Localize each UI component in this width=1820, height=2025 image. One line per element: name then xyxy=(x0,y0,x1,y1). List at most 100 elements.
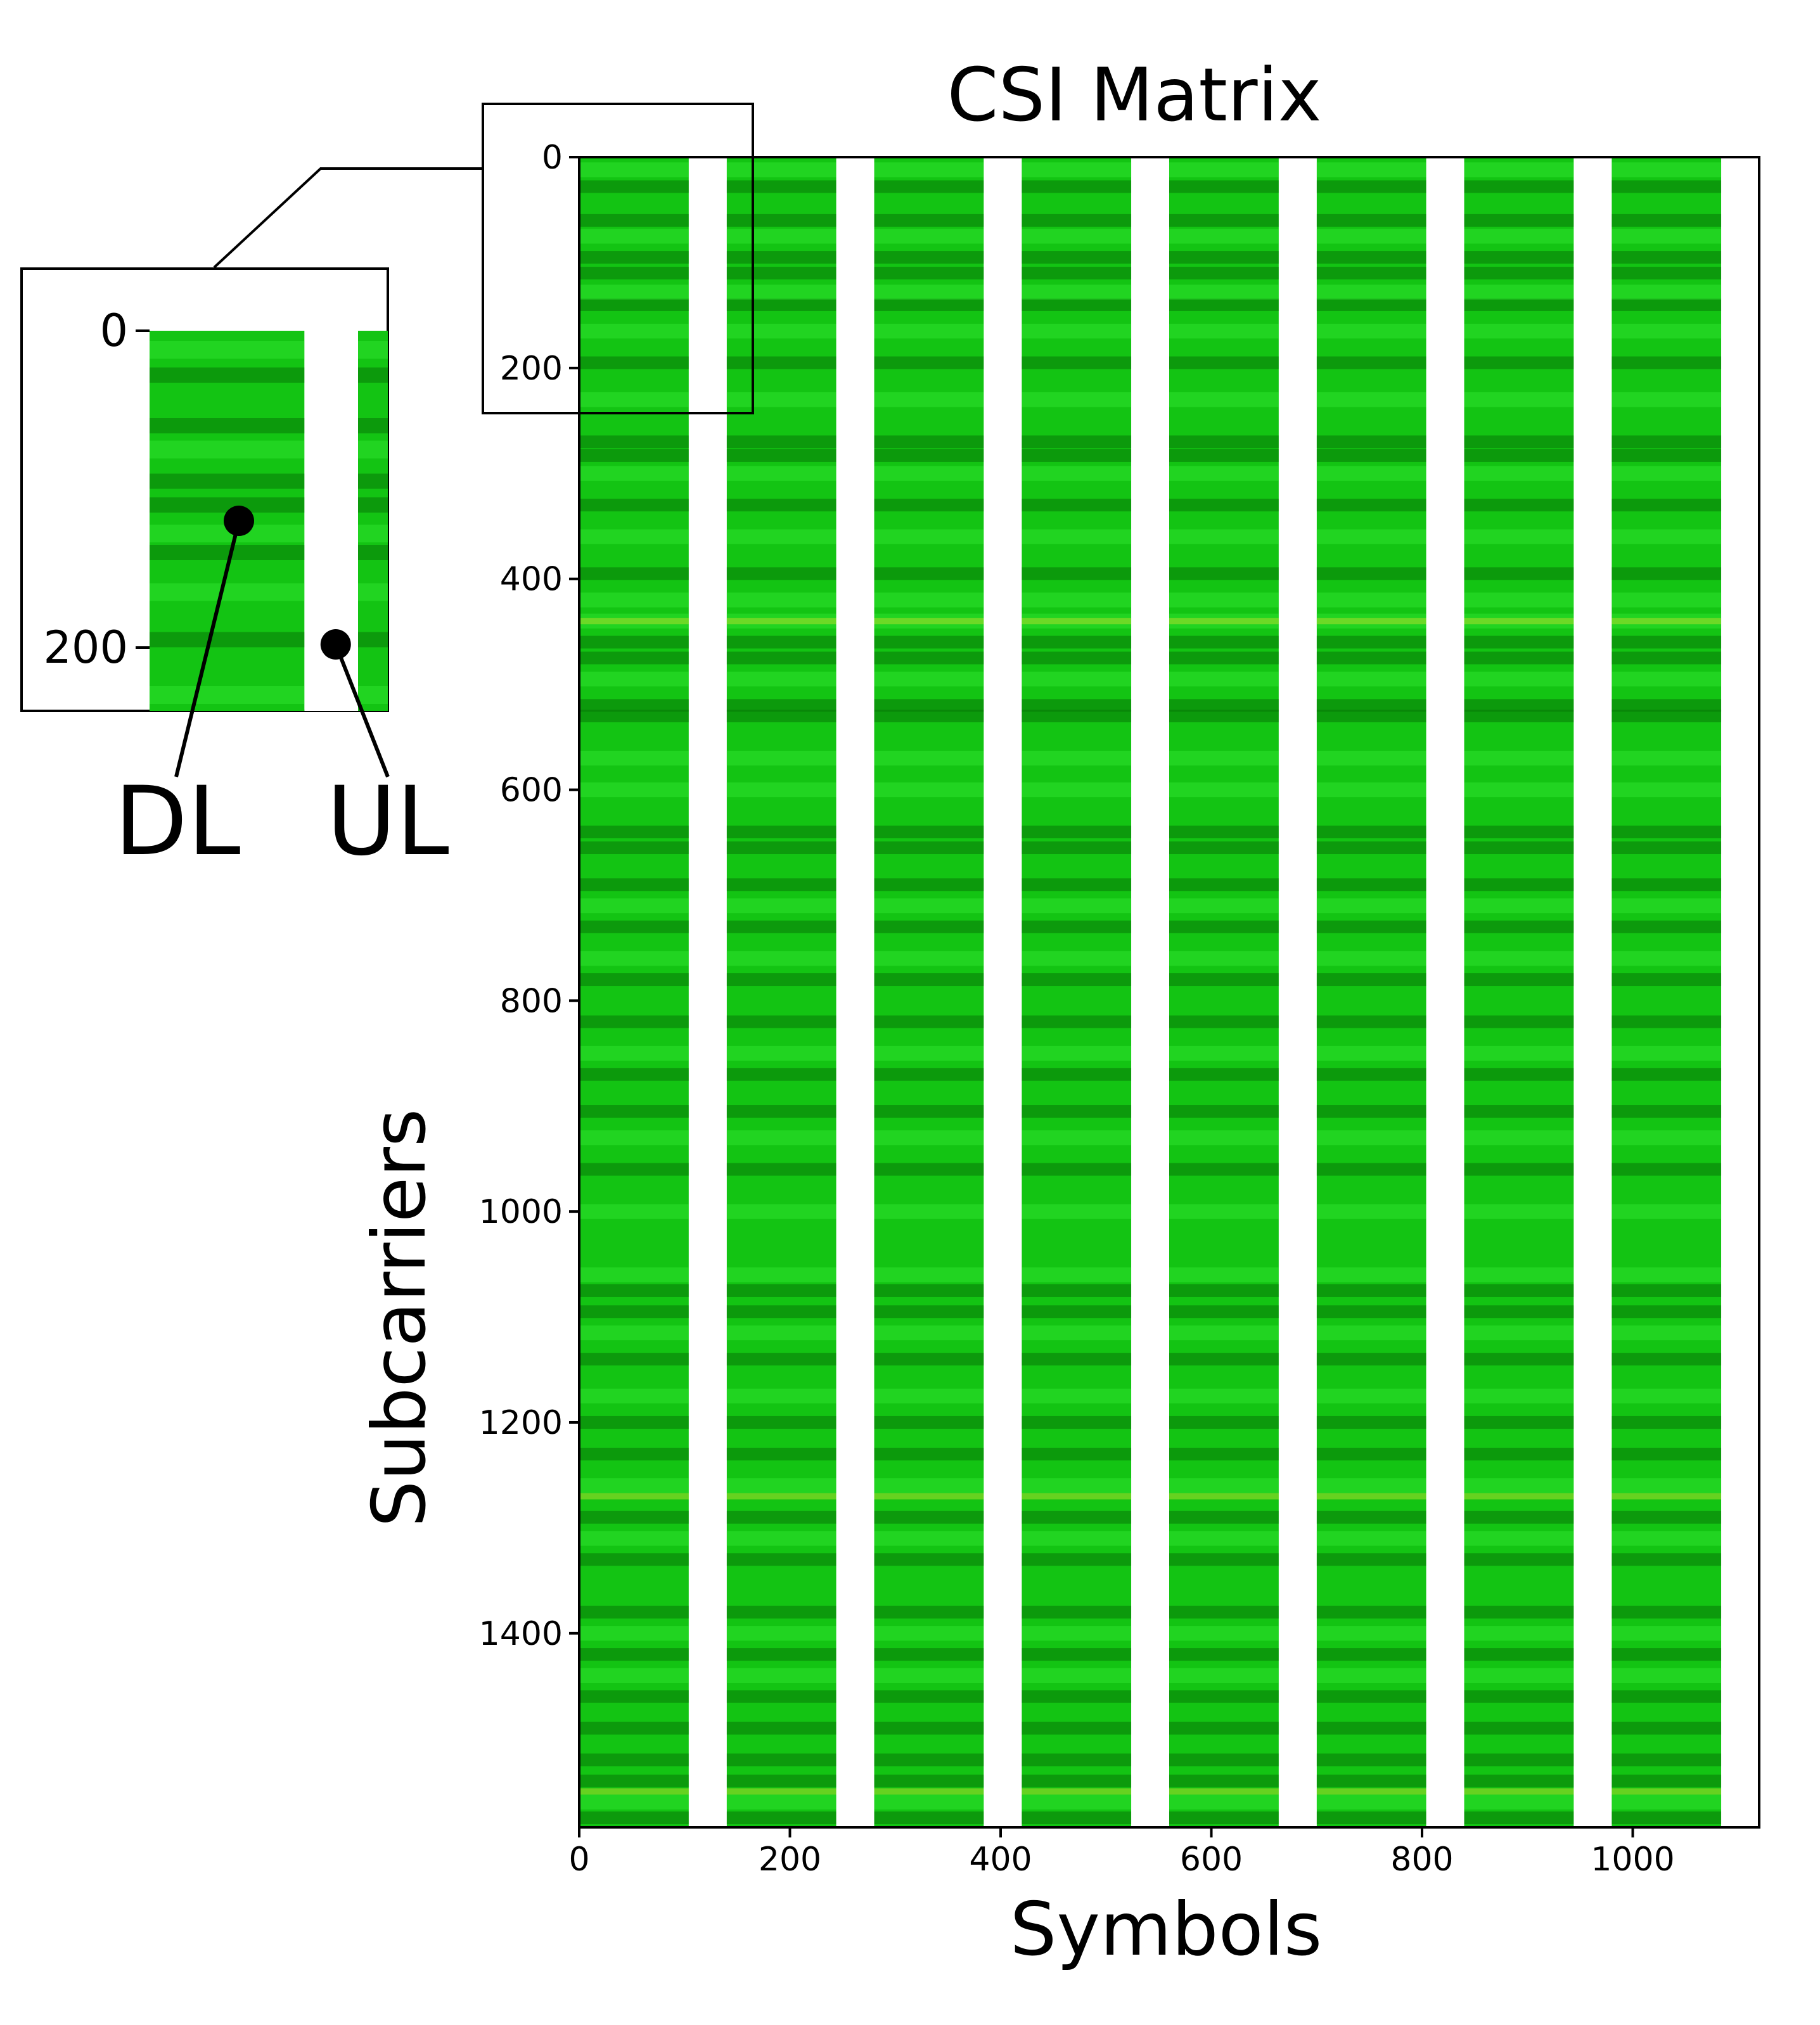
heatmap-band xyxy=(1464,1415,1574,1429)
heatmap-band xyxy=(1022,1325,1132,1341)
heatmap-band xyxy=(1612,1045,1722,1061)
heatmap-band xyxy=(1316,1130,1426,1146)
heatmap-band xyxy=(579,529,689,544)
heatmap-band xyxy=(1316,651,1426,665)
heatmap-band xyxy=(1316,356,1426,369)
dl-column xyxy=(1316,157,1426,1827)
heatmap-band xyxy=(1169,162,1279,177)
heatmap-band xyxy=(1169,1553,1279,1566)
heatmap-band xyxy=(1464,1284,1574,1297)
heatmap-band xyxy=(1612,499,1722,512)
heatmap-band xyxy=(1022,651,1132,665)
heatmap-band xyxy=(1612,435,1722,449)
heatmap-band xyxy=(1612,1722,1722,1735)
y-tick-label: 800 xyxy=(500,982,563,1020)
heatmap-band xyxy=(874,1668,984,1683)
heatmap-band xyxy=(1169,672,1279,687)
heatmap-band xyxy=(1169,750,1279,766)
heatmap-band xyxy=(1022,1388,1132,1404)
heatmap-band xyxy=(579,878,689,891)
heatmap-band xyxy=(579,267,689,280)
heatmap-band xyxy=(1022,878,1132,891)
heatmap-band xyxy=(579,1353,689,1366)
heatmap-band xyxy=(1169,1478,1279,1493)
heatmap-band xyxy=(1612,1811,1722,1825)
heatmap-band xyxy=(579,1045,689,1061)
heatmap-band xyxy=(579,1626,689,1641)
heatmap-band xyxy=(1464,951,1574,966)
heatmap-band xyxy=(1169,1305,1279,1319)
heatmap-band xyxy=(1464,1531,1574,1546)
heatmap-band xyxy=(1022,449,1132,462)
heatmap-band xyxy=(1169,973,1279,987)
heatmap-band xyxy=(579,435,689,449)
heatmap-band xyxy=(874,1753,984,1766)
heatmap-band xyxy=(1464,267,1574,280)
heatmap-band xyxy=(1316,1553,1426,1566)
ul-gap-column xyxy=(836,157,875,1827)
heatmap-band xyxy=(150,418,305,433)
heatmap-band xyxy=(1022,323,1132,339)
heatmap-band xyxy=(1464,1105,1574,1118)
heatmap-band xyxy=(1022,1105,1132,1118)
heatmap-band xyxy=(579,1163,689,1176)
heatmap-band xyxy=(1316,898,1426,914)
dl-column xyxy=(1022,157,1132,1827)
heatmap-band xyxy=(726,1668,836,1683)
heatmap-band xyxy=(1464,1606,1574,1619)
heatmap-band xyxy=(1022,284,1132,300)
heatmap-band xyxy=(1022,826,1132,839)
heatmap-band xyxy=(1612,251,1722,264)
heatmap-band xyxy=(1169,1204,1279,1219)
dl-column xyxy=(726,157,836,1827)
heatmap-band xyxy=(358,497,388,513)
x-axis-label: Symbols xyxy=(1010,1887,1323,1972)
heatmap-band xyxy=(874,1478,984,1493)
heatmap-band xyxy=(1022,1690,1132,1703)
heatmap-band xyxy=(1464,1015,1574,1028)
inset-y-tick-label: 0 xyxy=(99,305,128,357)
heatmap-band xyxy=(579,672,689,687)
heatmap-band xyxy=(1316,1015,1426,1028)
heatmap-band xyxy=(726,1415,836,1429)
heatmap-band xyxy=(1316,1753,1426,1766)
heatmap-band xyxy=(1169,180,1279,193)
heatmap-band xyxy=(874,951,984,966)
heatmap-band xyxy=(726,1045,836,1061)
heatmap-band xyxy=(1612,1774,1722,1787)
heatmap-band xyxy=(726,356,836,369)
heatmap-band xyxy=(358,545,388,560)
heatmap-band xyxy=(726,1068,836,1081)
heatmap-band xyxy=(1022,1531,1132,1546)
heatmap-band xyxy=(874,699,984,712)
heatmap-band xyxy=(1169,1105,1279,1118)
heatmap-band xyxy=(1169,356,1279,369)
heatmap-band xyxy=(1464,710,1574,722)
heatmap-band xyxy=(1169,636,1279,649)
heatmap-band xyxy=(1169,449,1279,462)
heatmap-band xyxy=(874,1511,984,1524)
heatmap-band xyxy=(1316,1204,1426,1219)
heatmap-band xyxy=(874,898,984,914)
heatmap-band xyxy=(579,898,689,914)
heatmap-band xyxy=(1169,1668,1279,1683)
heatmap-band xyxy=(1316,1788,1426,1795)
heatmap-band xyxy=(1316,1267,1426,1282)
heatmap-band xyxy=(1464,1788,1574,1795)
heatmap-band xyxy=(579,1478,689,1493)
y-tick-label: 1400 xyxy=(479,1615,563,1653)
heatmap-band xyxy=(874,592,984,608)
heatmap-band xyxy=(874,1415,984,1429)
ul-gap-column xyxy=(1721,157,1759,1827)
heatmap-band xyxy=(579,229,689,244)
heatmap-band xyxy=(1169,214,1279,227)
heatmap-band xyxy=(1464,435,1574,449)
heatmap-band xyxy=(874,449,984,462)
heatmap-band xyxy=(579,1325,689,1341)
heatmap-band xyxy=(1464,1267,1574,1282)
heatmap-band xyxy=(1612,1415,1722,1429)
heatmap-band xyxy=(150,341,305,359)
heatmap-band xyxy=(1316,1415,1426,1429)
heatmap-band xyxy=(874,1493,984,1500)
heatmap-band xyxy=(1464,651,1574,665)
